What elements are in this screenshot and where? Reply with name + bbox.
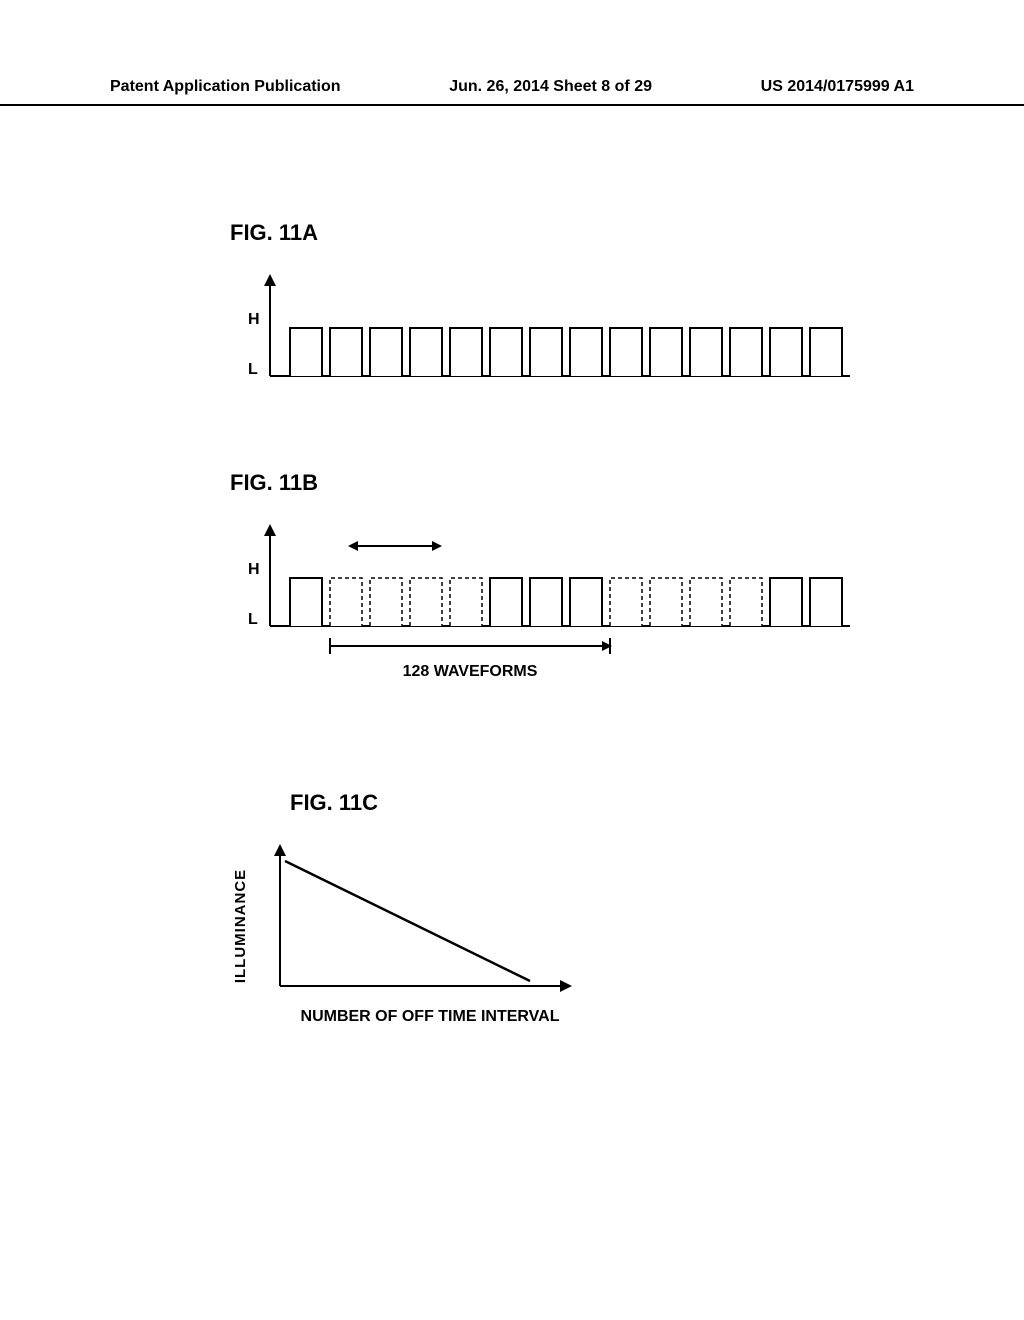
header-left: Patent Application Publication (110, 78, 341, 96)
figure-11b-svg: H L 128 WAVEFORMS (230, 516, 870, 686)
header-center: Jun. 26, 2014 Sheet 8 of 29 (449, 78, 652, 96)
header-right: US 2014/0175999 A1 (761, 78, 914, 96)
figA-tick-high: H (248, 311, 260, 328)
figC-ylabel: ILLUMINANCE (232, 869, 249, 983)
figure-11c-svg: ILLUMINANCE NUMBER OF OFF TIME INTERVAL (230, 836, 650, 1036)
figB-tick-high: H (248, 561, 260, 578)
figure-11a: FIG. 11A H L (230, 220, 870, 401)
figure-11a-label: FIG. 11A (230, 220, 870, 246)
figure-11c-label: FIG. 11C (290, 790, 650, 816)
figure-11b: FIG. 11B H L 128 WAVEFORMS (230, 470, 870, 691)
figC-xlabel: NUMBER OF OFF TIME INTERVAL (301, 1008, 560, 1025)
figure-11b-label: FIG. 11B (230, 470, 870, 496)
figB-waveforms-label: 128 WAVEFORMS (403, 663, 538, 680)
figA-tick-low: L (248, 361, 258, 378)
page-header: Patent Application Publication Jun. 26, … (0, 78, 1024, 106)
figB-tick-low: L (248, 611, 258, 628)
figure-11a-svg: H L (230, 266, 870, 396)
figure-11c: FIG. 11C ILLUMINANCE NUMBER OF OFF TIME … (230, 790, 650, 1041)
